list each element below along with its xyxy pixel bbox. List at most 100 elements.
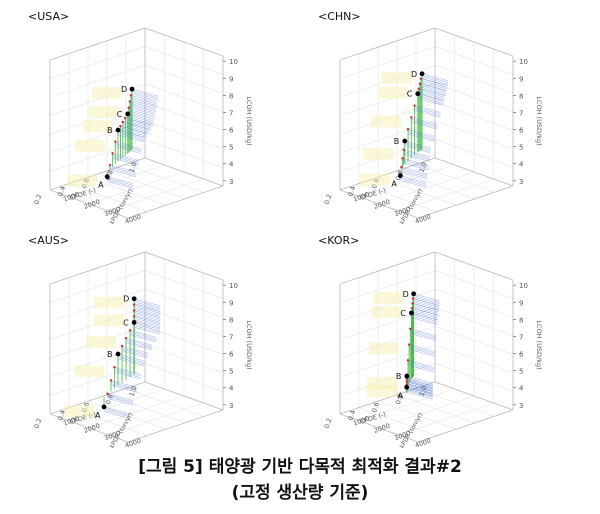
z-tick-label: 9 [229, 75, 233, 83]
front-line [406, 384, 433, 393]
front-line [103, 409, 131, 418]
front-line [127, 116, 154, 125]
front-line [421, 78, 449, 86]
front-line [406, 386, 433, 394]
front-line [411, 121, 438, 130]
axis-edge [339, 251, 436, 285]
front-marker [411, 302, 414, 305]
axis-edge [339, 27, 436, 61]
gridline [49, 344, 146, 378]
front-line [114, 367, 141, 375]
front-line [402, 158, 429, 166]
gridline [49, 270, 146, 303]
z-tick-label: 9 [229, 299, 233, 307]
front-haze [378, 86, 409, 99]
pareto-front [64, 296, 161, 419]
front-line [420, 81, 448, 90]
z-tick-label: 8 [229, 92, 233, 100]
solution-label-c: C [407, 90, 413, 99]
front-line [121, 349, 149, 357]
front-marker [406, 359, 410, 362]
solution-point-d [131, 296, 137, 302]
x-tick-label: 0.4 [346, 409, 357, 421]
front-line [406, 377, 433, 385]
z-tick-label: 7 [519, 333, 523, 341]
front-line [129, 104, 156, 112]
axis-edge [49, 413, 129, 443]
front-line [131, 88, 159, 97]
front-line [406, 384, 433, 392]
front-line [406, 380, 433, 389]
front-line [109, 169, 136, 178]
front-line [103, 411, 131, 419]
solution-label-b: B [396, 372, 402, 381]
y-tick-label: 4000 [124, 436, 142, 449]
front-line [409, 344, 436, 352]
front-line [110, 385, 138, 393]
front-line [406, 383, 433, 391]
solution-label-b: B [394, 137, 400, 146]
front-line [112, 153, 139, 161]
front-line [134, 319, 161, 327]
z-tick-label: 9 [519, 299, 523, 307]
y-tick-label: 2000 [83, 198, 101, 211]
axis-edge [339, 381, 436, 415]
front-line [125, 120, 152, 129]
front-line [419, 86, 446, 95]
front-marker [409, 327, 412, 330]
front-line [420, 78, 448, 86]
solution-point-a [404, 384, 410, 390]
front-line [109, 166, 136, 174]
front-line [103, 406, 131, 415]
axis-edge [434, 381, 514, 411]
front-line [413, 295, 440, 303]
x-tick-label: 1.0 [418, 161, 429, 173]
front-line [125, 342, 153, 351]
front-line [406, 378, 433, 387]
front-line [411, 317, 438, 326]
front-line [419, 83, 446, 91]
front-line [403, 152, 430, 161]
x-tick-label: 0.8 [394, 393, 405, 405]
front-line [407, 133, 435, 142]
front-line [130, 99, 158, 108]
chart-title: <USA> [28, 10, 70, 23]
z-tick-label: 10 [519, 58, 528, 66]
z-tick-label: 4 [519, 161, 524, 169]
front-line [406, 387, 433, 395]
front-line [421, 73, 449, 81]
z-tick-label: 10 [229, 58, 238, 66]
front-line [409, 345, 436, 354]
front-marker [132, 309, 136, 312]
front-line [411, 314, 438, 322]
gridline [49, 288, 146, 322]
front-line [134, 304, 161, 312]
front-haze [88, 105, 119, 118]
solution-point-a [104, 174, 110, 180]
z-axis-label: LCOH (USD/kg) [245, 320, 253, 369]
front-line [134, 307, 161, 316]
front-line [403, 154, 430, 162]
front-line [407, 361, 435, 370]
gridline [339, 307, 436, 340]
y-tick-label: 4000 [414, 436, 432, 449]
z-tick-label: 3 [519, 402, 523, 410]
front-marker [119, 124, 122, 128]
z-tick-label: 7 [229, 333, 233, 341]
front-line [112, 154, 139, 163]
front-line [129, 106, 156, 114]
front-line [407, 129, 435, 137]
figure-caption-line2: (고정 생산량 기준) [231, 483, 369, 503]
x-tick-label: 1.0 [418, 385, 429, 397]
front-line [404, 145, 431, 154]
front-line [103, 408, 131, 416]
front-line [122, 123, 149, 131]
gridline [398, 178, 494, 212]
front-line [122, 124, 149, 133]
front-line [125, 117, 152, 126]
axis-edge [144, 251, 224, 281]
